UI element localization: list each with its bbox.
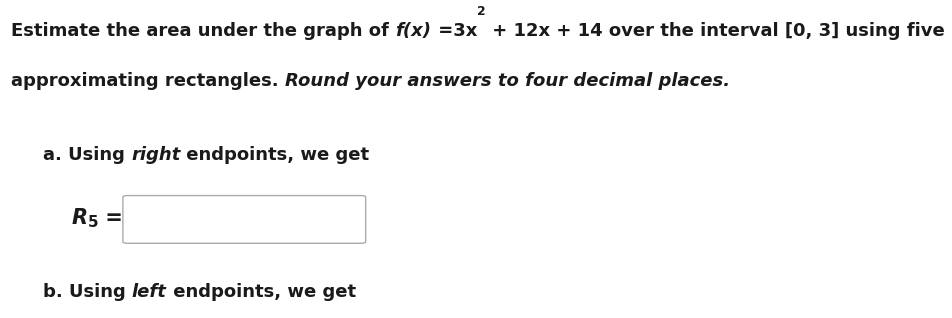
Text: endpoints, we get: endpoints, we get [167,283,356,301]
Text: Round your answers to four decimal places.: Round your answers to four decimal place… [286,72,730,90]
Text: f(x): f(x) [395,22,431,40]
Text: left: left [131,283,167,301]
Text: approximating rectangles.: approximating rectangles. [11,72,286,90]
Text: right: right [131,146,180,164]
Text: =: = [98,208,123,228]
Text: a. Using: a. Using [43,146,131,164]
Text: b. Using: b. Using [43,283,131,301]
Text: R: R [71,208,88,228]
Text: Estimate the area under the graph of: Estimate the area under the graph of [11,22,395,40]
Text: =3x: =3x [431,22,477,40]
Text: 2: 2 [477,5,486,18]
Text: 5: 5 [88,215,98,230]
Text: endpoints, we get: endpoints, we get [180,146,369,164]
Text: + 12x + 14 over the interval [0, 3] using five: + 12x + 14 over the interval [0, 3] usin… [486,22,944,40]
